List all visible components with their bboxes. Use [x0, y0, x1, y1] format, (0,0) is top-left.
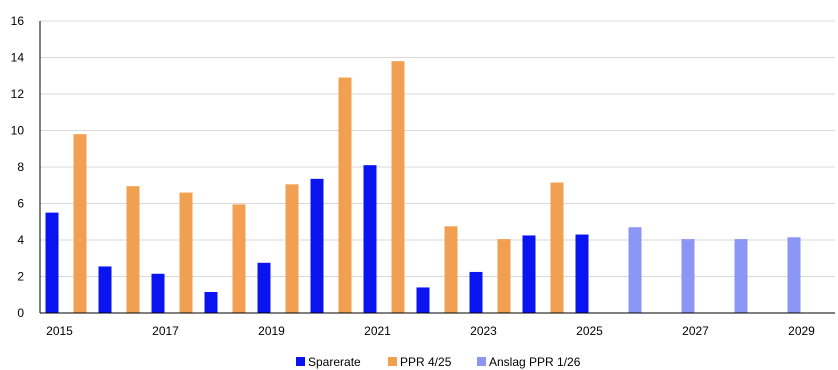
x-tick-label: 2019	[258, 324, 285, 338]
axes	[39, 21, 835, 314]
legend-label: PPR 4/25	[400, 355, 452, 369]
x-tick-label: 2017	[152, 324, 179, 338]
bar-ppr-4-25-2023	[497, 239, 511, 313]
y-tick-label: 16	[11, 14, 25, 28]
bar-anslag-ppr-1-26-2027	[681, 239, 695, 313]
bar-ppr-4-25-2018	[232, 204, 246, 313]
legend-swatch	[296, 357, 305, 366]
x-tick-label: 2021	[364, 324, 391, 338]
legend-label: Anslag PPR 1/26	[489, 355, 581, 369]
bar-sparerate-2025	[575, 234, 589, 313]
x-tick-label: 2029	[788, 324, 815, 338]
y-tick-label: 12	[11, 87, 25, 101]
bar-sparerate-2016	[98, 266, 112, 313]
legend-swatch	[477, 357, 486, 366]
bar-sparerate-2015	[45, 212, 59, 313]
bar-ppr-4-25-2022	[444, 226, 458, 313]
y-tick-label: 8	[17, 160, 24, 174]
bar-ppr-4-25-2017	[179, 192, 193, 313]
y-tick-label: 10	[11, 124, 25, 138]
bar-ppr-4-25-2024	[550, 182, 564, 313]
bars	[45, 61, 801, 314]
legend-label: Sparerate	[308, 355, 361, 369]
x-tick-label: 2027	[682, 324, 709, 338]
y-axis-ticks: 0 2 4 6 8 10 12 14 16	[11, 14, 25, 320]
y-tick-label: 0	[17, 306, 24, 320]
bar-ppr-4-25-2015	[73, 134, 87, 313]
bar-anslag-ppr-1-26-2029	[787, 237, 801, 313]
x-axis-ticks: 2015 2017 2019 2021 2023 2025 2027 2029	[46, 324, 815, 338]
bar-sparerate-2018	[204, 292, 218, 313]
bar-ppr-4-25-2020	[338, 77, 352, 313]
y-tick-label: 2	[17, 270, 24, 284]
y-tick-label: 14	[11, 51, 25, 65]
bar-ppr-4-25-2016	[126, 186, 140, 313]
x-tick-label: 2023	[470, 324, 497, 338]
bar-sparerate-2022	[416, 287, 430, 313]
x-tick-label: 2025	[576, 324, 603, 338]
legend: Sparerate PPR 4/25 Anslag PPR 1/26	[296, 355, 581, 369]
bar-anslag-ppr-1-26-2026	[628, 227, 642, 313]
legend-swatch	[388, 357, 397, 366]
bar-sparerate-2021	[363, 165, 377, 313]
gridlines	[40, 20, 835, 277]
y-tick-label: 4	[17, 233, 24, 247]
x-tick-label: 2015	[46, 324, 73, 338]
bar-sparerate-2020	[310, 178, 324, 313]
bar-sparerate-2017	[151, 273, 165, 313]
bar-sparerate-2024	[522, 235, 536, 313]
y-tick-label: 6	[17, 197, 24, 211]
bar-ppr-4-25-2021	[391, 61, 405, 314]
bar-anslag-ppr-1-26-2028	[734, 239, 748, 313]
bar-sparerate-2023	[469, 271, 483, 313]
bar-sparerate-2019	[257, 262, 271, 313]
bar-ppr-4-25-2019	[285, 184, 299, 313]
